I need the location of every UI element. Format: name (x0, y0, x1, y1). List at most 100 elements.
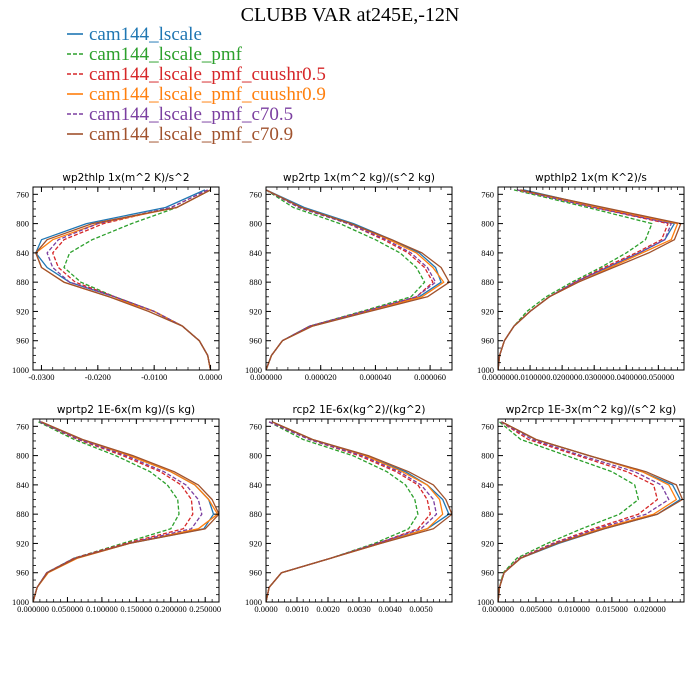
x-tick-label: 0.040000 (610, 372, 642, 382)
y-tick-label: 760 (481, 189, 494, 199)
y-tick-label: 960 (249, 336, 262, 346)
y-tick-label: 880 (481, 277, 494, 287)
y-tick-label: 960 (16, 336, 29, 346)
x-tick-label: 0.000000 (482, 604, 514, 614)
y-tick-label: 840 (481, 480, 494, 490)
legend-label: cam144_lscale_pmf (89, 44, 243, 65)
series-group (498, 421, 684, 602)
panel-5: rcp2 1E-6x(kg^2)/(kg^2) 760 800 840 880 920 96… (245, 404, 453, 614)
legend-label: cam144_lscale_pmf_c70.9 (89, 124, 293, 145)
legend-label: cam144_lscale_pmf_cuushr0.9 (89, 84, 326, 105)
series-line-3 (266, 421, 431, 602)
series-group (266, 421, 452, 602)
y-tick-label: 920 (249, 538, 262, 548)
x-tick-label: 0.000060 (414, 372, 446, 382)
series-line-3 (498, 421, 659, 602)
panel-title: wpthlp2 1x(m K^2)/s (535, 172, 647, 184)
series-line-3 (266, 189, 434, 370)
series-line-6 (266, 421, 452, 602)
series-line-4 (266, 421, 444, 602)
series-line-4 (35, 189, 212, 370)
y-tick-label: 920 (481, 306, 494, 316)
x-tick-label: 0.0010 (285, 604, 308, 614)
panel-title: rcp2 1E-6x(kg^2)/(kg^2) (293, 404, 426, 416)
y-tick-label: 880 (481, 509, 494, 519)
series-line-1 (33, 421, 215, 602)
series-line-1 (266, 421, 450, 602)
y-tick-label: 760 (249, 421, 262, 431)
series-line-1 (35, 189, 212, 370)
series-group (33, 421, 219, 602)
plot-frame (497, 186, 685, 371)
x-tick-label: 0.020000 (546, 372, 578, 382)
series-group (266, 189, 450, 370)
y-tick-label: 800 (16, 451, 29, 461)
x-tick-label: 0.050000 (52, 604, 84, 614)
y-tick-label: 800 (481, 451, 494, 461)
series-line-2 (498, 189, 653, 370)
x-tick-label: 0.0040 (378, 604, 401, 614)
series-line-1 (266, 189, 442, 370)
panel-4: wprtp2 1E-6x(m kg)/(s kg) 760 800 840 880 920… (12, 404, 221, 614)
series-line-2 (498, 421, 640, 602)
series-line-4 (266, 189, 445, 370)
x-tick-label: 0.250000 (189, 604, 221, 614)
x-tick-label: 0.015000 (596, 604, 628, 614)
y-tick-label: 840 (249, 480, 262, 490)
x-tick-label: 0.005000 (520, 604, 552, 614)
plot-frame (265, 418, 453, 603)
series-line-6 (498, 189, 682, 370)
y-tick-label: 800 (16, 219, 29, 229)
x-tick-label: 0.0020 (316, 604, 339, 614)
y-tick-label: 920 (249, 306, 262, 316)
series-line-3 (498, 189, 669, 370)
x-tick-label: 0.0030 (347, 604, 370, 614)
y-tick-label: 1000 (245, 365, 262, 375)
y-tick-label: 1000 (245, 597, 262, 607)
y-tick-label: 960 (249, 568, 262, 578)
x-tick-label: -0.0300 (28, 372, 54, 382)
y-tick-label: 960 (481, 336, 494, 346)
panel-title: wp2rtp 1x(m^2 kg)/(s^2 kg) (283, 172, 435, 184)
series-group (498, 189, 682, 370)
series-line-6 (33, 421, 219, 602)
y-tick-label: 800 (481, 219, 494, 229)
y-tick-label: 920 (481, 538, 494, 548)
x-tick-label: 0.000000 (482, 372, 514, 382)
plot-frame (32, 186, 220, 371)
panel-2: wp2rtp 1x(m^2 kg)/(s^2 kg) 760 800 840 880 92… (245, 172, 453, 382)
series-line-2 (266, 421, 419, 602)
plot-frame (497, 418, 685, 603)
y-tick-label: 920 (16, 538, 29, 548)
x-tick-label: 0.020000 (634, 604, 666, 614)
x-tick-label: 0.050000 (642, 372, 674, 382)
y-tick-label: 840 (16, 248, 29, 258)
x-tick-label: 0.010000 (558, 604, 590, 614)
figure-title: CLUBB VAR at245E,-12N (241, 4, 460, 26)
panel-3: wpthlp2 1x(m K^2)/s 760 800 840 880 920 960 100… (477, 172, 685, 382)
x-tick-label: 0.0000 (199, 372, 222, 382)
legend-label: cam144_lscale_pmf_cuushr0.5 (89, 64, 326, 85)
plot-frame (265, 186, 453, 371)
x-tick-label: 0.000000 (17, 604, 49, 614)
panel-6: wp2rcp 1E-3x(m^2 kg)/(s^2 kg) 760 800 840 88… (477, 404, 685, 614)
x-tick-label: 0.000040 (359, 372, 391, 382)
y-tick-label: 880 (249, 509, 262, 519)
x-tick-label: 0.0000 (254, 604, 277, 614)
panel-title: wprtp2 1E-6x(m kg)/(s kg) (57, 404, 195, 416)
x-tick-label: 0.000000 (250, 372, 282, 382)
plot-frame (32, 418, 220, 603)
y-tick-label: 920 (16, 306, 29, 316)
y-tick-label: 1000 (477, 597, 494, 607)
series-line-2 (33, 421, 180, 602)
series-line-6 (35, 189, 212, 370)
legend-label: cam144_lscale (89, 24, 202, 45)
y-tick-label: 800 (249, 219, 262, 229)
series-line-6 (498, 421, 684, 602)
series-line-5 (266, 189, 437, 370)
y-tick-label: 760 (16, 421, 29, 431)
y-tick-label: 880 (16, 509, 29, 519)
series-line-3 (52, 189, 212, 370)
panels-grid: wp2thlp 1x(m^2 K)/s^2 760 800 840 880 920 960 1… (12, 172, 685, 614)
y-tick-label: 1000 (12, 365, 29, 375)
